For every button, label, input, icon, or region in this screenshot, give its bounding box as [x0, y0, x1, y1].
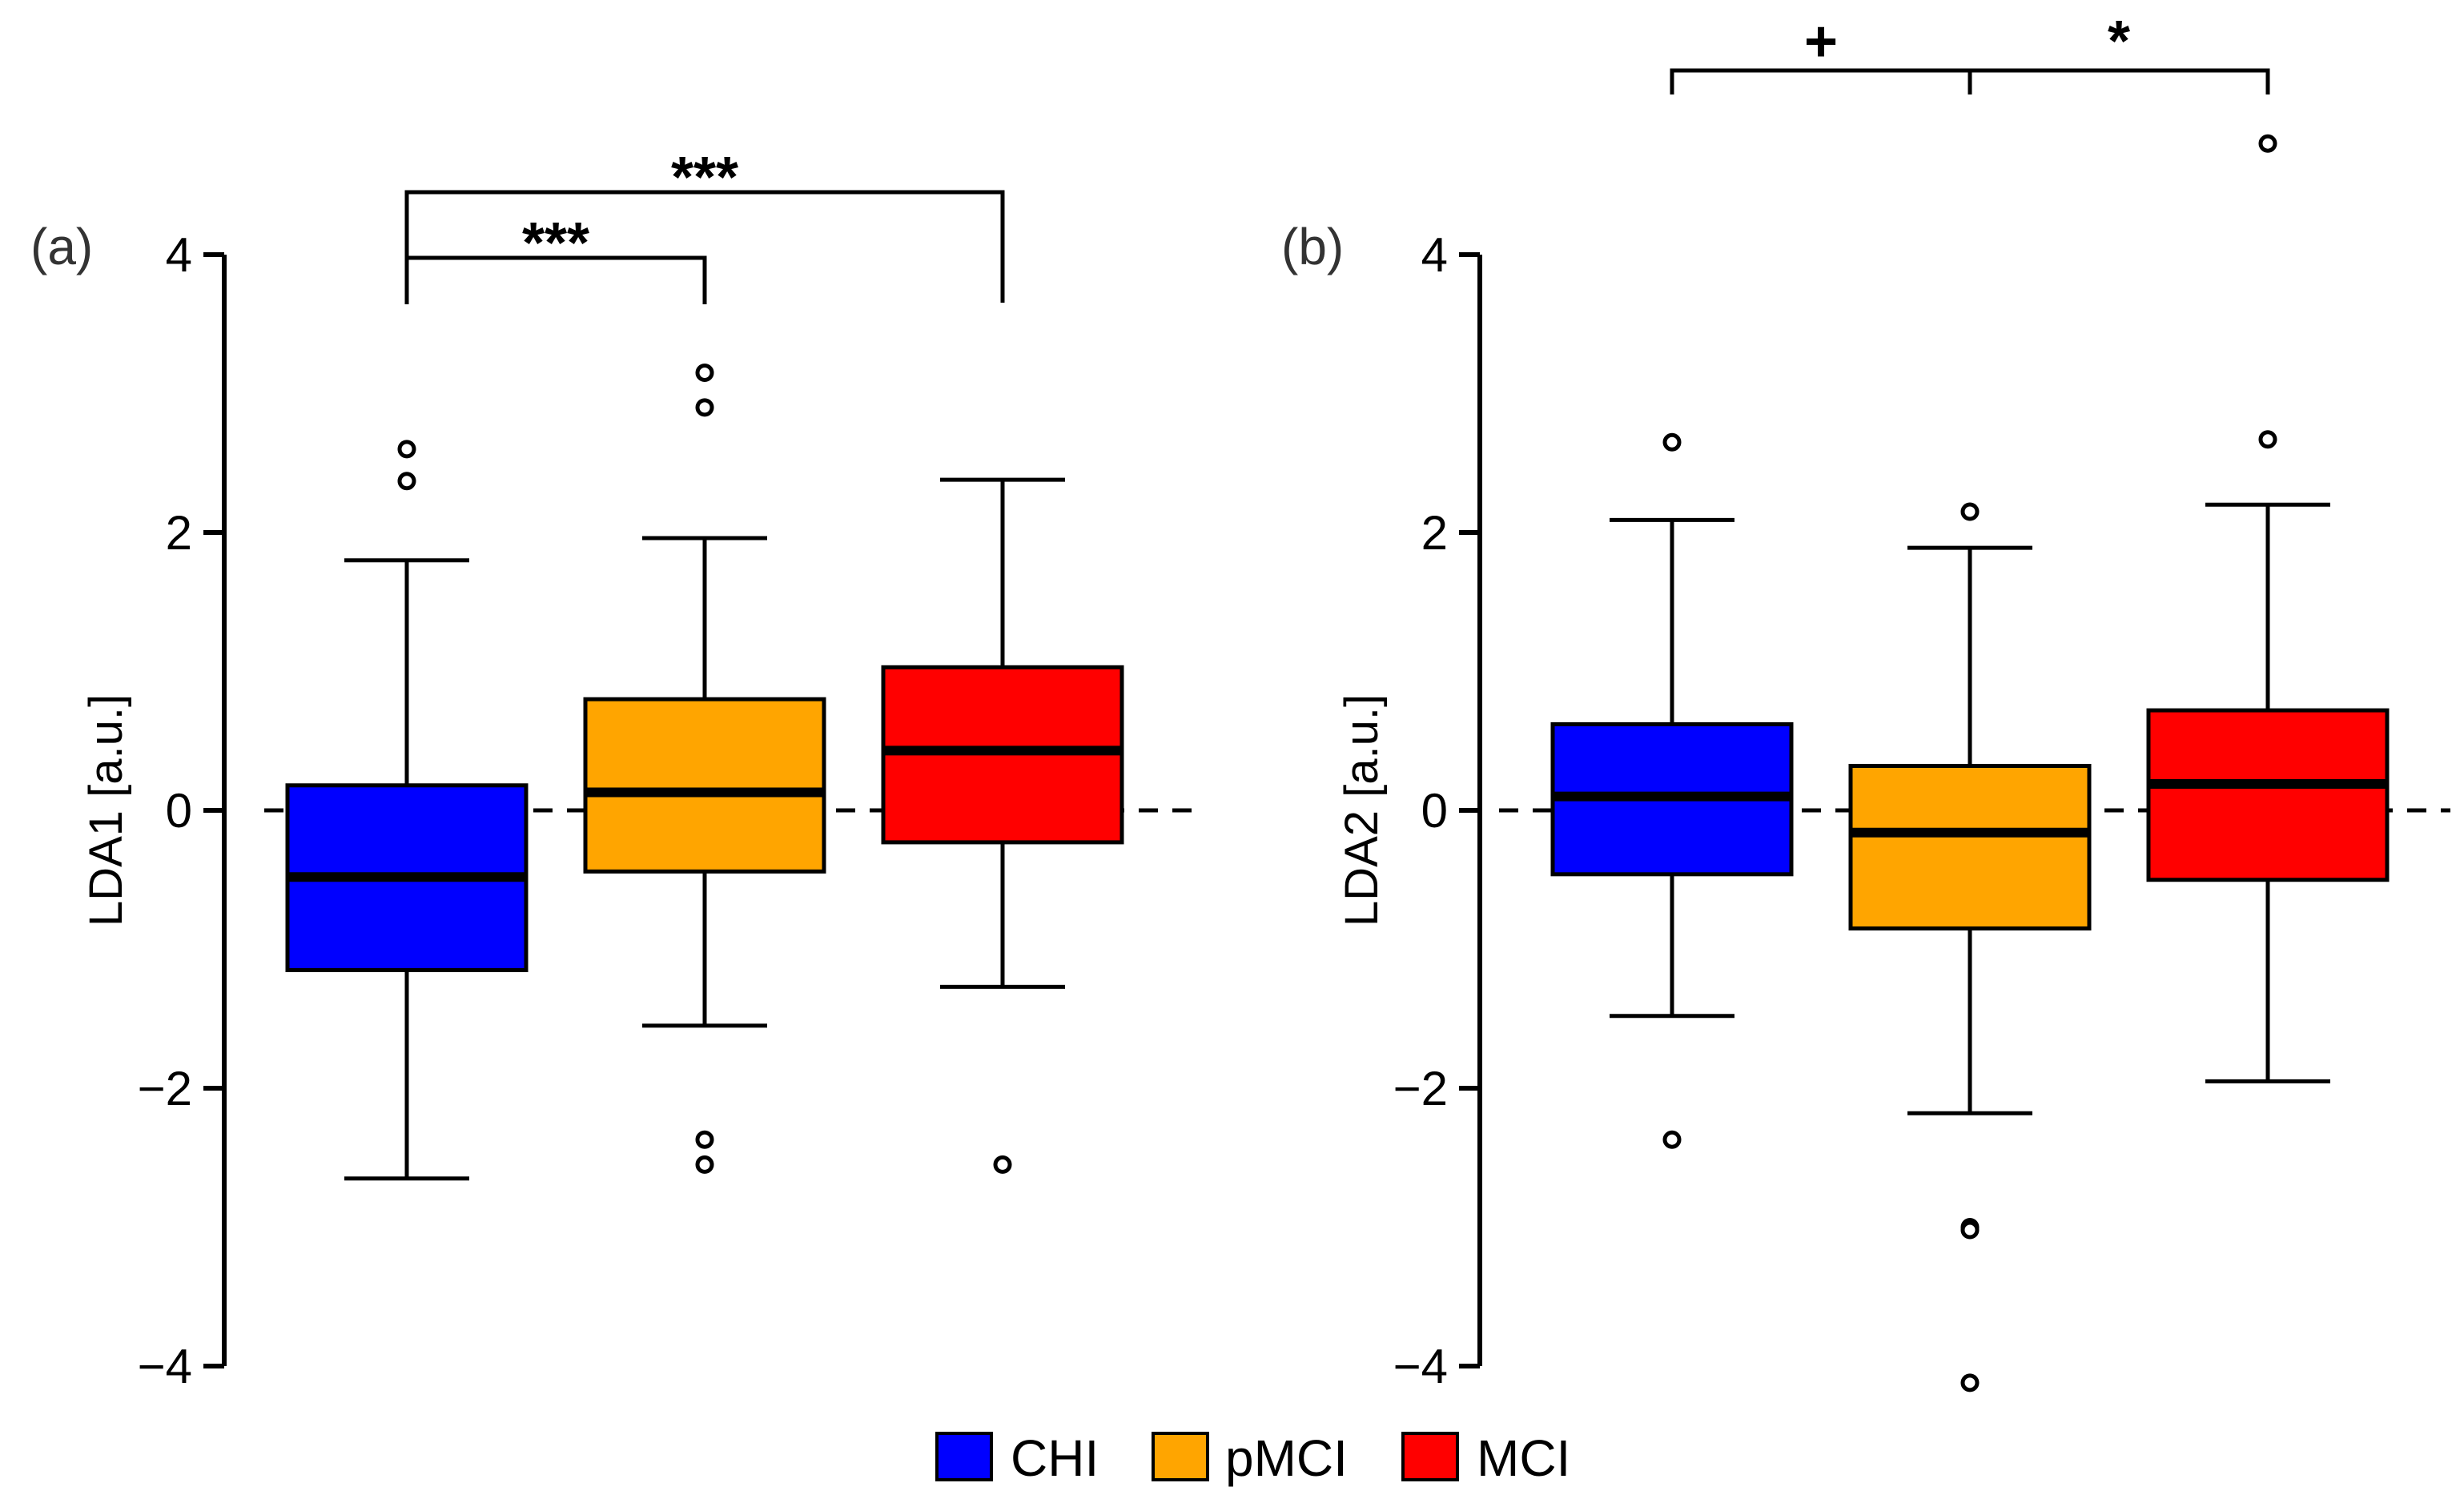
panel-b-y-tick-label: 4 [1421, 228, 1448, 282]
panel-b-y-tick-label: −2 [1393, 1062, 1448, 1115]
panel-a-sig-bracket [404, 190, 1005, 304]
panel-a: (a) LDA1 [a.u.] 4 2 0 −2 −4 *** *** [30, 146, 1193, 1393]
panel-b-y-tick-label: 0 [1421, 784, 1448, 838]
panel-a-outlier-chi [397, 440, 416, 459]
panel-b-box-pmci [1848, 502, 2092, 1393]
panel-a-y-axis-label: LDA1 [a.u.] [80, 694, 132, 926]
legend-item-chi: CHI [935, 1429, 1099, 1487]
panel-b-sig-label: + [1804, 10, 1838, 74]
panel-b-outlier-chi [1662, 1130, 1682, 1149]
panel-a-ticks: 4 2 0 −2 −4 [138, 228, 227, 1393]
panel-b-y-tick-label: 2 [1421, 506, 1448, 560]
panel-a-boxes [264, 363, 1193, 1181]
panel-b-outlier-pmci [1960, 502, 1980, 521]
panel-b-outlier-pmci [1960, 1220, 1980, 1240]
legend-swatch-pmci [1152, 1432, 1209, 1481]
legend-item-pmci: pMCI [1152, 1429, 1348, 1487]
panel-b-iqr-box-mci [2146, 708, 2390, 882]
legend-label-mci: MCI [1477, 1429, 1570, 1487]
panel-a-box-chi [285, 440, 529, 1181]
panel-a-label: (a) [30, 218, 93, 275]
panel-b-significance: + * [1670, 10, 2270, 94]
panel-b-box-chi [1550, 432, 1794, 1149]
panel-b-outlier-pmci [1960, 1373, 1980, 1393]
legend-label-chi: CHI [1011, 1429, 1099, 1487]
panel-b-sig-bracket [1968, 68, 2270, 94]
panel-a-y-tick-label: 4 [166, 228, 192, 282]
panel-a-sig-chi-mci: *** [404, 146, 1005, 304]
panel-a-y-tick-label: 0 [166, 784, 192, 838]
panel-b: (b) LDA2 [a.u.] 420−2−4 + * [1281, 10, 2450, 1393]
panel-b-y-tick-label: −4 [1393, 1340, 1448, 1393]
legend-swatch-mci [1401, 1432, 1459, 1481]
panel-a-y-tick-label: −2 [138, 1062, 192, 1115]
panel-a-outlier-pmci [695, 1130, 714, 1149]
panel-a-iqr-box-pmci [583, 697, 826, 874]
panel-a-sig-label: *** [671, 146, 738, 210]
panel-b-iqr-box-pmci [1848, 763, 2092, 930]
panel-a-box-pmci [583, 363, 826, 1174]
panel-b-boxes [1499, 134, 2450, 1393]
panel-b-y-axis-label: LDA2 [a.u.] [1336, 694, 1388, 926]
legend-item-mci: MCI [1401, 1429, 1570, 1487]
legend: CHI pMCI MCI [935, 1429, 1570, 1487]
legend-label-pmci: pMCI [1225, 1429, 1348, 1487]
panel-b-label: (b) [1281, 218, 1344, 275]
panel-a-sig-label: *** [522, 211, 589, 275]
panel-a-outlier-pmci [695, 1155, 714, 1174]
panel-a-outlier-chi [397, 472, 416, 491]
panel-a-outlier-mci [993, 1155, 1012, 1174]
panel-b-sig-label: * [2108, 10, 2130, 74]
panel-a-box-mci [881, 477, 1124, 1174]
panel-b-outlier-mci [2258, 134, 2277, 153]
panel-b-outlier-mci [2258, 430, 2277, 449]
panel-b-sig-pmci-mci: * [1968, 10, 2270, 94]
panel-a-outlier-pmci [695, 363, 714, 382]
panel-a-y-tick-label: −4 [138, 1340, 192, 1393]
panel-b-outlier-chi [1662, 432, 1682, 452]
panel-a-y-tick-label: 2 [166, 506, 192, 560]
panel-a-outlier-pmci [695, 398, 714, 417]
legend-swatch-chi [935, 1432, 993, 1481]
panel-b-ticks: 4 2 0 −2 −4 [1393, 228, 1482, 1393]
panel-b-box-mci [2146, 134, 2390, 1083]
panel-a-significance: *** *** [404, 146, 1005, 304]
